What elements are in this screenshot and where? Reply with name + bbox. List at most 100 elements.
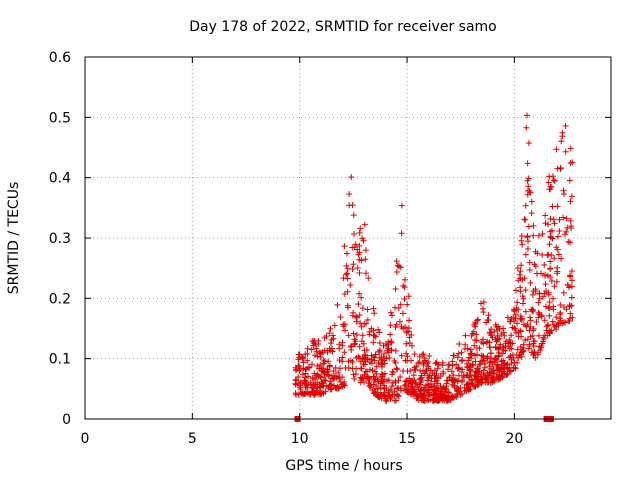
data-point	[376, 349, 383, 356]
data-point	[400, 282, 407, 289]
data-point	[381, 357, 388, 364]
data-point	[463, 388, 470, 395]
data-point	[463, 360, 470, 367]
data-point	[546, 312, 553, 319]
data-point	[459, 357, 466, 364]
data-point	[387, 386, 394, 393]
data-point	[394, 262, 401, 269]
data-point	[370, 390, 377, 397]
data-point	[496, 372, 503, 379]
data-point	[522, 337, 529, 344]
data-point	[317, 361, 324, 368]
data-point	[295, 391, 302, 398]
data-point	[480, 357, 487, 364]
data-point	[560, 289, 567, 296]
data-point	[381, 386, 388, 393]
data-point	[326, 363, 333, 370]
data-point	[534, 250, 541, 257]
data-point	[364, 316, 371, 323]
data-point	[403, 386, 410, 393]
data-point	[404, 389, 411, 396]
data-point	[473, 331, 480, 338]
data-point	[567, 198, 574, 205]
data-point	[522, 216, 529, 223]
data-point	[456, 389, 463, 396]
data-point	[506, 336, 513, 343]
data-point	[522, 251, 529, 258]
data-point	[546, 305, 553, 312]
data-point	[491, 328, 498, 335]
data-point	[404, 301, 411, 308]
data-point	[503, 372, 510, 379]
data-point	[395, 384, 402, 391]
data-point	[432, 388, 439, 395]
data-point	[395, 377, 402, 384]
data-point	[569, 159, 576, 166]
data-point	[430, 392, 437, 399]
data-point	[526, 259, 533, 266]
data-point	[510, 364, 517, 371]
data-point	[464, 364, 471, 371]
data-point	[475, 316, 482, 323]
x-tick-label: 20	[505, 431, 523, 447]
data-point	[484, 374, 491, 381]
data-point	[443, 380, 450, 387]
data-point	[406, 334, 413, 341]
data-point	[518, 262, 525, 269]
data-point	[568, 223, 575, 230]
data-point	[324, 349, 331, 356]
data-point	[355, 353, 362, 360]
data-point	[434, 380, 441, 387]
data-point	[439, 370, 446, 377]
data-point	[439, 362, 446, 369]
data-point	[558, 138, 565, 145]
data-point	[356, 249, 363, 256]
data-point	[542, 220, 549, 227]
data-point	[545, 291, 552, 298]
data-point	[375, 326, 382, 333]
data-point	[510, 306, 517, 313]
data-point	[555, 251, 562, 258]
data-point	[393, 321, 400, 328]
data-point	[560, 214, 567, 221]
data-point	[564, 224, 571, 231]
data-point	[556, 216, 563, 223]
data-point	[336, 357, 343, 364]
data-point	[331, 374, 338, 381]
data-point	[364, 373, 371, 380]
data-point	[349, 312, 356, 319]
data-point	[433, 370, 440, 377]
data-point	[300, 359, 307, 366]
data-point	[448, 368, 455, 375]
data-point	[403, 350, 410, 357]
data-point	[527, 317, 534, 324]
data-point	[339, 374, 346, 381]
data-point	[512, 287, 519, 294]
data-point	[426, 391, 433, 398]
data-point	[486, 344, 493, 351]
data-point	[504, 371, 511, 378]
data-point	[567, 217, 574, 224]
data-point	[489, 334, 496, 341]
data-point	[547, 258, 554, 265]
data-point	[334, 383, 341, 390]
data-point	[353, 314, 360, 321]
data-point	[568, 193, 575, 200]
data-point	[560, 191, 567, 198]
data-point	[305, 391, 312, 398]
data-point	[297, 366, 304, 373]
data-point	[376, 329, 383, 336]
data-point	[471, 383, 478, 390]
data-point	[308, 346, 315, 353]
data-point	[327, 347, 334, 354]
data-point	[297, 379, 304, 386]
data-point	[508, 345, 515, 352]
data-point	[530, 352, 537, 359]
data-point	[309, 375, 316, 382]
data-point	[352, 338, 359, 345]
data-point	[356, 343, 363, 350]
x-tick-label: 0	[81, 431, 90, 447]
data-point	[359, 305, 366, 312]
data-point	[350, 261, 357, 268]
